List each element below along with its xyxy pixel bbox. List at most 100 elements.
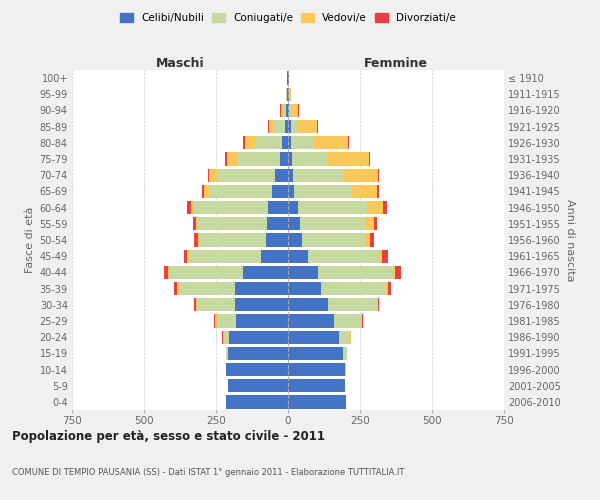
- Bar: [298, 201, 367, 214]
- Bar: [388, 282, 391, 295]
- Bar: [196, 217, 198, 230]
- Bar: [275, 168, 288, 182]
- Bar: [245, 136, 255, 149]
- Bar: [227, 346, 288, 360]
- Bar: [386, 282, 388, 295]
- Bar: [289, 104, 291, 117]
- Y-axis label: Fasce di età: Fasce di età: [25, 207, 35, 273]
- Bar: [209, 185, 272, 198]
- Text: Popolazione per età, sesso e stato civile - 2011: Popolazione per età, sesso e stato civil…: [12, 430, 325, 443]
- Bar: [377, 298, 379, 312]
- Bar: [229, 330, 288, 344]
- Bar: [284, 120, 288, 134]
- Bar: [343, 346, 347, 360]
- Bar: [288, 250, 308, 263]
- Bar: [288, 346, 343, 360]
- Bar: [288, 136, 292, 149]
- Bar: [266, 234, 288, 246]
- Bar: [274, 120, 284, 134]
- Bar: [280, 152, 288, 166]
- Bar: [361, 314, 362, 328]
- Bar: [344, 168, 377, 182]
- Bar: [362, 314, 364, 328]
- Bar: [164, 266, 169, 279]
- Bar: [365, 234, 370, 246]
- Bar: [288, 379, 345, 392]
- Bar: [292, 152, 328, 166]
- Bar: [377, 185, 379, 198]
- Bar: [194, 201, 268, 214]
- Bar: [173, 282, 177, 295]
- Bar: [328, 152, 368, 166]
- Bar: [328, 298, 377, 312]
- Bar: [217, 168, 275, 182]
- Bar: [366, 217, 374, 230]
- Bar: [370, 234, 374, 246]
- Bar: [292, 136, 314, 149]
- Bar: [209, 168, 217, 182]
- Bar: [179, 282, 235, 295]
- Bar: [187, 201, 191, 214]
- Bar: [170, 266, 244, 279]
- Bar: [374, 217, 377, 230]
- Bar: [288, 217, 300, 230]
- Bar: [215, 314, 217, 328]
- Bar: [295, 185, 352, 198]
- Bar: [288, 104, 289, 117]
- Bar: [194, 234, 198, 246]
- Bar: [288, 152, 292, 166]
- Bar: [297, 120, 317, 134]
- Bar: [281, 104, 283, 117]
- Bar: [255, 136, 282, 149]
- Legend: Celibi/Nubili, Coniugati/e, Vedovi/e, Divorziati/e: Celibi/Nubili, Coniugati/e, Vedovi/e, Di…: [117, 10, 459, 26]
- Bar: [288, 266, 318, 279]
- Bar: [288, 234, 302, 246]
- Bar: [184, 250, 187, 263]
- Bar: [269, 120, 274, 134]
- Bar: [244, 136, 245, 149]
- Bar: [348, 136, 349, 149]
- Text: Femmine: Femmine: [364, 57, 428, 70]
- Bar: [308, 250, 379, 263]
- Bar: [225, 152, 227, 166]
- Bar: [223, 330, 229, 344]
- Bar: [288, 282, 321, 295]
- Bar: [318, 266, 394, 279]
- Bar: [235, 282, 288, 295]
- Bar: [214, 314, 215, 328]
- Bar: [382, 250, 388, 263]
- Bar: [237, 152, 280, 166]
- Bar: [217, 314, 236, 328]
- Bar: [394, 266, 395, 279]
- Bar: [268, 201, 288, 214]
- Bar: [227, 152, 237, 166]
- Bar: [288, 314, 334, 328]
- Bar: [198, 217, 267, 230]
- Bar: [226, 396, 288, 408]
- Bar: [321, 282, 386, 295]
- Bar: [291, 120, 297, 134]
- Bar: [334, 314, 361, 328]
- Bar: [199, 234, 266, 246]
- Bar: [293, 168, 344, 182]
- Bar: [196, 298, 197, 312]
- Bar: [288, 298, 328, 312]
- Bar: [260, 250, 288, 263]
- Bar: [268, 120, 269, 134]
- Bar: [202, 185, 203, 198]
- Bar: [194, 298, 196, 312]
- Bar: [287, 88, 288, 101]
- Bar: [314, 136, 348, 149]
- Bar: [291, 104, 298, 117]
- Bar: [208, 168, 209, 182]
- Bar: [288, 168, 293, 182]
- Bar: [379, 250, 382, 263]
- Bar: [395, 266, 401, 279]
- Bar: [288, 201, 298, 214]
- Bar: [283, 104, 286, 117]
- Bar: [169, 266, 170, 279]
- Bar: [272, 185, 288, 198]
- Bar: [368, 152, 370, 166]
- Bar: [377, 168, 379, 182]
- Bar: [288, 396, 346, 408]
